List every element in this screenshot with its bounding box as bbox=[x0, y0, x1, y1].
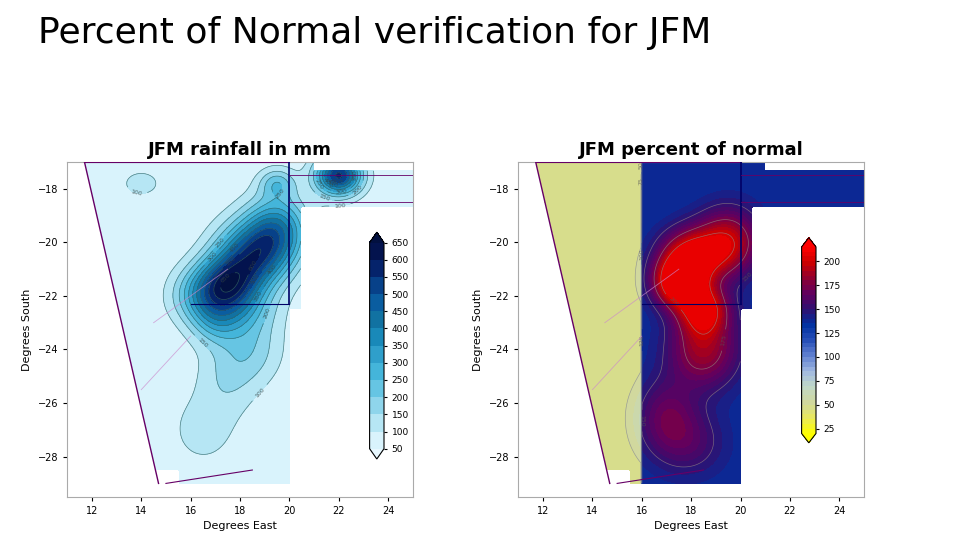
Text: 250: 250 bbox=[275, 187, 285, 199]
Text: 400: 400 bbox=[267, 264, 278, 275]
PathPatch shape bbox=[370, 232, 384, 242]
Text: 50: 50 bbox=[638, 161, 643, 169]
Text: 100: 100 bbox=[131, 189, 143, 197]
Y-axis label: Degrees South: Degrees South bbox=[473, 288, 483, 370]
Text: 250: 250 bbox=[214, 237, 226, 249]
Text: 200: 200 bbox=[351, 184, 363, 195]
Text: 200: 200 bbox=[263, 307, 272, 320]
Text: 300: 300 bbox=[335, 188, 348, 195]
Text: 550: 550 bbox=[226, 256, 237, 267]
PathPatch shape bbox=[802, 238, 816, 247]
Text: 600: 600 bbox=[249, 259, 258, 271]
Text: 150: 150 bbox=[639, 415, 644, 427]
Text: 450: 450 bbox=[228, 242, 241, 254]
Text: 125: 125 bbox=[639, 334, 644, 346]
Text: 100: 100 bbox=[334, 203, 346, 209]
Text: 150: 150 bbox=[318, 193, 330, 202]
Title: JFM percent of normal: JFM percent of normal bbox=[579, 141, 804, 159]
Text: 150: 150 bbox=[197, 337, 208, 349]
Text: 500: 500 bbox=[331, 179, 344, 185]
Text: 175: 175 bbox=[720, 334, 728, 346]
Y-axis label: Degrees South: Degrees South bbox=[22, 288, 32, 370]
Text: 350: 350 bbox=[253, 290, 263, 303]
PathPatch shape bbox=[370, 449, 384, 459]
Text: 400: 400 bbox=[323, 178, 334, 189]
Text: 450: 450 bbox=[326, 178, 339, 188]
Text: 650: 650 bbox=[220, 272, 231, 284]
X-axis label: Degrees East: Degrees East bbox=[655, 522, 728, 531]
Text: Percent of Normal verification for JFM: Percent of Normal verification for JFM bbox=[38, 16, 711, 50]
Text: 350: 350 bbox=[352, 168, 358, 180]
Text: 500: 500 bbox=[251, 273, 261, 286]
Text: 100: 100 bbox=[639, 248, 644, 260]
Text: 200: 200 bbox=[667, 296, 680, 308]
Text: 250: 250 bbox=[314, 178, 324, 191]
Text: 75: 75 bbox=[638, 177, 644, 185]
Text: 300: 300 bbox=[206, 251, 218, 263]
PathPatch shape bbox=[802, 434, 816, 443]
Title: JFM rainfall in mm: JFM rainfall in mm bbox=[148, 141, 332, 159]
Text: 100: 100 bbox=[253, 387, 265, 399]
Text: 150: 150 bbox=[741, 272, 753, 283]
X-axis label: Degrees East: Degrees East bbox=[204, 522, 276, 531]
